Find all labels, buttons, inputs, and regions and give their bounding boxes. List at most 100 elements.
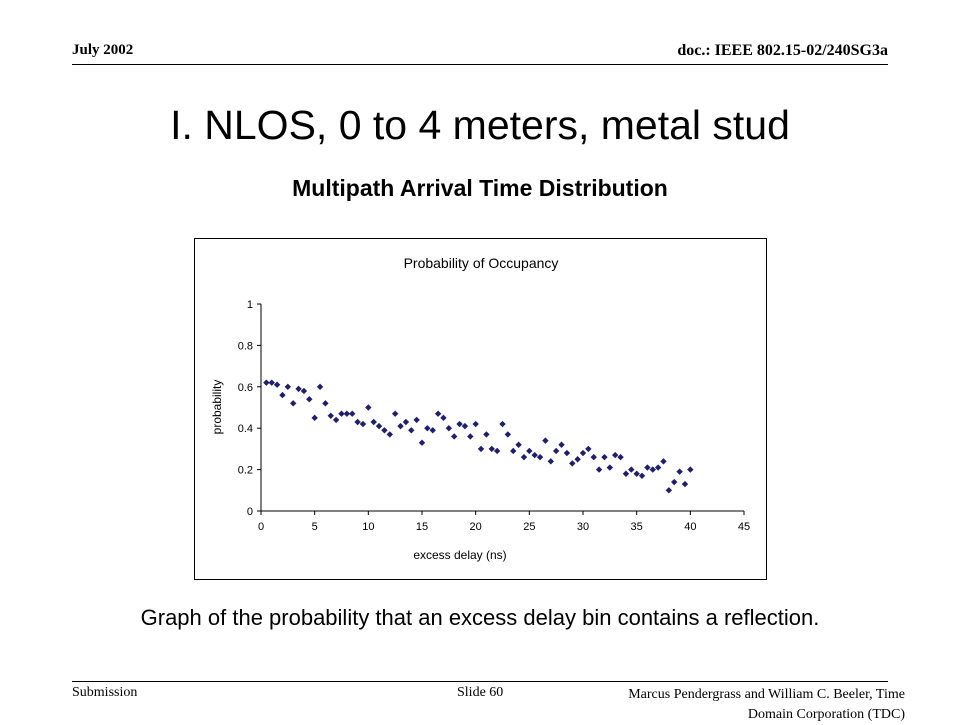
data-point [381,427,388,434]
data-point [671,478,678,486]
data-point [558,441,565,448]
data-point [440,414,447,422]
data-point [332,416,340,424]
data-point [456,420,463,428]
data-point [536,453,544,461]
data-point [386,431,393,438]
header-doc-id: doc.: IEEE 802.15-02/240SG3a [677,42,888,59]
data-point [311,414,318,422]
data-point [585,445,592,453]
data-point [483,431,490,438]
data-point [263,379,270,386]
data-point [300,387,308,395]
footer-submission: Submission [72,685,138,700]
footer-authors: Marcus Pendergrass and William C. Beeler… [628,687,905,722]
data-point [397,422,404,430]
data-point [370,418,377,426]
data-point [268,379,275,386]
data-point [477,445,485,453]
data-point [316,383,324,390]
header-rule [72,64,888,65]
data-point [391,410,399,417]
data-point [687,466,694,473]
data-point [510,447,517,455]
data-point [488,445,495,453]
data-point [526,447,533,455]
data-point [665,487,673,494]
data-point [638,472,646,480]
x-tick-label: 45 [738,521,750,533]
data-point [569,460,576,467]
data-point [338,410,345,417]
data-point [461,422,469,430]
data-point [467,433,474,440]
data-point [349,410,356,417]
data-point [504,431,512,438]
y-tick-label: 0.8 [238,340,253,352]
data-point [515,441,522,448]
data-point [520,453,528,461]
header-date: July 2002 [72,42,134,58]
data-point [295,385,302,393]
data-point [375,422,383,430]
y-axis: 0 0.2 0.4 0.6 0.8 1 [238,299,262,518]
x-tick-label: 25 [523,521,535,533]
data-point [612,451,619,459]
data-point [681,480,689,488]
x-tick-label: 0 [258,521,264,533]
y-tick-label: 0.2 [238,465,253,477]
data-point [472,420,479,428]
data-point [633,470,640,477]
data-points [263,379,694,494]
slide-caption: Graph of the probability that an excess … [140,605,820,630]
data-point [606,464,614,471]
data-point [365,404,372,411]
data-point [654,464,662,471]
x-tick-label: 5 [312,521,318,533]
chart-frame: Probability of Occupancy 0 0.2 0.4 0.6 0.8 1 … [194,238,767,580]
data-point [595,466,603,473]
x-axis-label: excess delay (ns) [413,548,506,562]
data-point [617,453,624,461]
data-point [499,420,506,428]
data-point [552,447,560,455]
footer-slide-number: Slide 60 [457,685,504,700]
footer-rule [72,681,888,682]
data-point [359,420,367,428]
y-tick-label: 0.6 [238,382,253,394]
data-point [628,466,635,473]
data-point [418,439,426,446]
data-point [354,418,361,426]
data-point [542,437,549,444]
data-point [327,412,334,419]
x-axis: 0 5 10 15 20 25 30 35 40 45 [258,510,750,533]
data-point [284,383,292,390]
x-tick-label: 20 [470,521,482,533]
data-point [644,464,651,471]
x-tick-label: 40 [684,521,696,533]
data-point [649,466,656,473]
data-point [279,391,286,399]
y-tick-label: 0.4 [238,423,253,435]
data-point [434,410,442,417]
slide-subtitle: Multipath Arrival Time Distribution [292,175,668,201]
data-point [547,458,554,465]
data-point [408,427,415,434]
data-point [445,425,453,432]
x-tick-label: 35 [631,521,643,533]
data-point [343,410,351,417]
data-point [622,470,630,477]
data-point [601,453,608,461]
data-point [429,427,436,434]
y-tick-label: 1 [247,299,253,311]
scatter-chart: Probability of Occupancy 00.20.40.60.81 … [210,255,750,562]
data-point [660,458,667,465]
data-point [290,400,297,407]
data-point [273,381,281,388]
data-point [531,451,538,459]
x-tick-label: 10 [362,521,374,533]
data-point [451,433,458,440]
x-tick-label: 30 [577,521,589,533]
slide-title: I. NLOS, 0 to 4 meters, metal stud [170,102,790,148]
y-tick-label: 0 [247,506,253,518]
